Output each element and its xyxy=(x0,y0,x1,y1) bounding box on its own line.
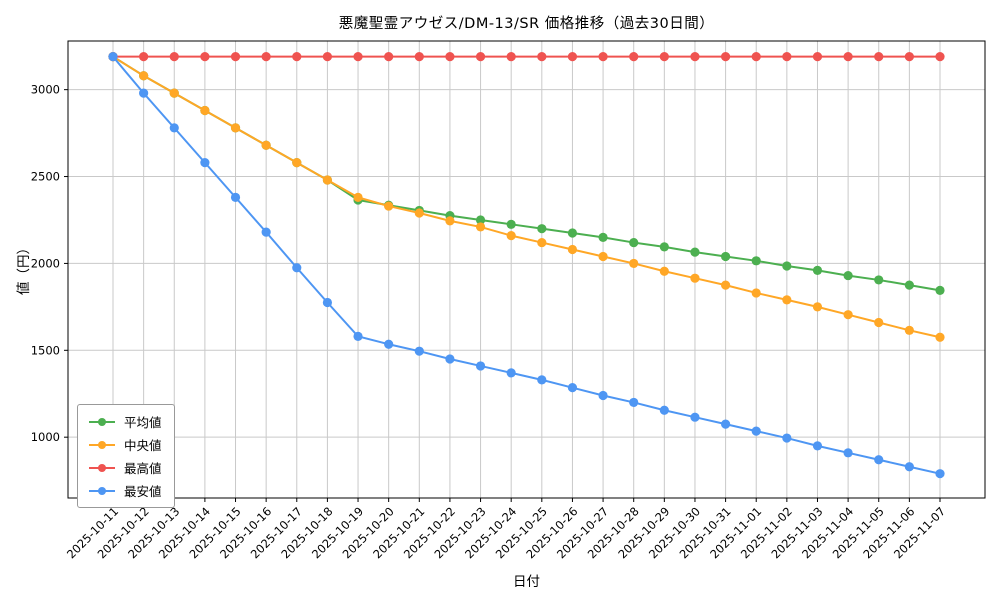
plot-border xyxy=(67,40,986,499)
chart-title: 悪魔聖霊アウゼス/DM-13/SR 価格推移（過去30日間） xyxy=(338,16,715,32)
svg-text:1500: 1500 xyxy=(31,343,60,357)
legend-marker-mean xyxy=(89,417,115,426)
legend-marker-min xyxy=(89,486,115,495)
x-axis-label: 日付 xyxy=(513,574,540,590)
series-中央値 xyxy=(108,52,945,342)
svg-text:2000: 2000 xyxy=(31,256,60,270)
y-axis-label: 値（円） xyxy=(16,241,32,295)
svg-text:2500: 2500 xyxy=(31,170,60,184)
legend-item-min: 最安値 xyxy=(87,481,162,500)
legend-label-min: 最安値 xyxy=(124,484,162,499)
legend: 平均値 中央値 最高値 最安値 xyxy=(77,404,175,508)
legend-label-mean: 平均値 xyxy=(124,415,162,430)
legend-label-median: 中央値 xyxy=(124,438,162,453)
legend-label-max: 最高値 xyxy=(124,461,162,476)
series-最安値 xyxy=(108,52,945,479)
gridlines xyxy=(68,41,985,498)
series-最高値 xyxy=(108,52,945,62)
legend-marker-median xyxy=(89,440,115,449)
legend-item-mean: 平均値 xyxy=(87,412,162,431)
legend-item-max: 最高値 xyxy=(87,458,162,477)
svg-text:1000: 1000 xyxy=(31,430,60,444)
svg-text:3000: 3000 xyxy=(31,83,60,97)
series-平均値 xyxy=(108,52,945,295)
legend-marker-max xyxy=(89,463,115,472)
legend-item-median: 中央値 xyxy=(87,435,162,454)
